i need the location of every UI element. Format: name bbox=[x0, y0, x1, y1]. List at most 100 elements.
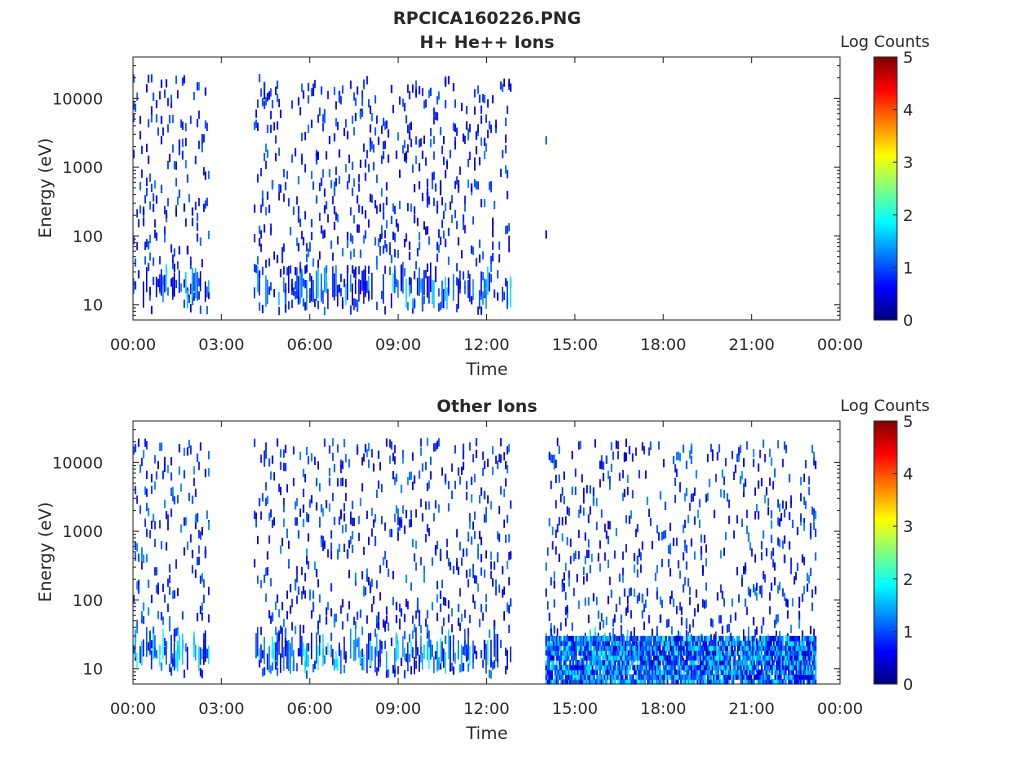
spectrogram-cell bbox=[659, 664, 661, 671]
spectrogram-cell bbox=[735, 635, 738, 642]
spectrogram-cell bbox=[403, 631, 406, 640]
spectrogram-cell bbox=[718, 444, 721, 453]
spectrogram-cell bbox=[789, 664, 792, 671]
spectrogram-cell bbox=[774, 468, 776, 477]
spectrogram-cell bbox=[641, 650, 643, 656]
spectrogram-cell bbox=[792, 655, 795, 661]
spectrogram-cell bbox=[629, 679, 631, 685]
spectrogram-cell bbox=[333, 206, 336, 215]
spectrogram-cell bbox=[569, 555, 572, 565]
spectrogram-cell bbox=[779, 664, 781, 671]
spectrogram-cell bbox=[624, 664, 627, 671]
spectrogram-cell bbox=[385, 244, 388, 253]
spectrogram-cell bbox=[198, 110, 200, 119]
spectrogram-cell bbox=[418, 617, 421, 627]
spectrogram-cell bbox=[770, 520, 773, 529]
spectrogram-cell bbox=[746, 606, 748, 616]
spectrogram-cell bbox=[704, 645, 706, 651]
spectrogram-cell bbox=[777, 585, 779, 594]
spectrogram-cell bbox=[614, 550, 616, 559]
spectrogram-cell bbox=[263, 152, 266, 162]
spectrogram-cell bbox=[669, 522, 672, 532]
spectrogram-cell bbox=[698, 655, 700, 661]
spectrogram-cell bbox=[570, 640, 573, 647]
spectrogram-cell bbox=[266, 149, 269, 158]
spectrogram-cell bbox=[353, 127, 355, 136]
spectrogram-cell bbox=[327, 214, 329, 223]
spectrogram-cell bbox=[201, 648, 203, 659]
spectrogram-cell bbox=[261, 198, 264, 207]
spectrogram-data bbox=[133, 437, 817, 685]
spectrogram-cell bbox=[556, 437, 559, 446]
spectrogram-cell bbox=[583, 576, 585, 585]
spectrogram-cell bbox=[741, 655, 744, 661]
spectrogram-cell bbox=[696, 664, 699, 671]
spectrogram-cell bbox=[620, 655, 622, 661]
panel-title: H+ He++ Ions bbox=[420, 33, 555, 53]
spectrogram-cell bbox=[681, 674, 684, 680]
spectrogram-cell bbox=[806, 660, 808, 666]
spectrogram-cell bbox=[778, 539, 781, 548]
spectrogram-cell bbox=[729, 669, 732, 675]
spectrogram-cell bbox=[612, 635, 615, 642]
spectrogram-cell bbox=[594, 679, 597, 685]
spectrogram-cell bbox=[785, 655, 787, 661]
spectrogram-cell bbox=[622, 492, 624, 501]
spectrogram-cell bbox=[780, 660, 783, 666]
spectrogram-cell bbox=[350, 207, 352, 216]
spectrogram-cell bbox=[407, 477, 409, 486]
spectrogram-cell bbox=[490, 255, 492, 265]
spectrogram-cell bbox=[343, 543, 346, 552]
spectrogram-cell bbox=[433, 171, 435, 180]
spectrogram-cell bbox=[630, 650, 633, 656]
spectrogram-cell bbox=[301, 268, 303, 298]
spectrogram-cell bbox=[199, 442, 202, 451]
spectrogram-cell bbox=[302, 468, 305, 478]
spectrogram-cell bbox=[635, 674, 637, 680]
spectrogram-cell bbox=[681, 650, 684, 656]
spectrogram-cell bbox=[335, 178, 337, 187]
spectrogram-cell bbox=[403, 525, 406, 534]
spectrogram-cell bbox=[666, 619, 668, 628]
spectrogram-cell bbox=[283, 169, 285, 178]
spectrogram-cell bbox=[762, 674, 765, 680]
spectrogram-cell bbox=[596, 635, 598, 642]
spectrogram-cell bbox=[798, 599, 801, 609]
spectrogram-cell bbox=[728, 669, 730, 675]
spectrogram-cell bbox=[747, 532, 750, 541]
spectrogram-cell bbox=[677, 660, 679, 666]
spectrogram-cell bbox=[596, 521, 598, 531]
spectrogram-cell bbox=[752, 635, 754, 642]
spectrogram-cell bbox=[794, 660, 796, 666]
spectrogram-cell bbox=[679, 482, 681, 491]
spectrogram-cell bbox=[395, 473, 398, 482]
spectrogram-cell bbox=[783, 660, 786, 666]
spectrogram-cell bbox=[597, 635, 600, 642]
spectrogram-cell bbox=[431, 602, 434, 611]
spectrogram-cell bbox=[806, 650, 808, 656]
spectrogram-cell bbox=[271, 455, 274, 464]
spectrogram-cell bbox=[395, 601, 398, 611]
spectrogram-cell bbox=[753, 655, 756, 661]
spectrogram-cell bbox=[546, 655, 549, 661]
spectrogram-cell bbox=[482, 467, 484, 477]
spectrogram-cell bbox=[674, 640, 676, 647]
spectrogram-cell bbox=[700, 546, 703, 555]
spectrogram-cell bbox=[162, 628, 164, 660]
spectrogram-cell bbox=[646, 496, 649, 505]
spectrogram-cell bbox=[703, 534, 706, 544]
spectrogram-cell bbox=[330, 551, 333, 560]
spectrogram-cell bbox=[333, 464, 336, 473]
spectrogram-cell bbox=[684, 674, 687, 680]
spectrogram-cell bbox=[630, 645, 633, 651]
spectrogram-cell bbox=[633, 588, 636, 597]
spectrogram-cell bbox=[665, 655, 667, 661]
spectrogram-cell bbox=[564, 660, 567, 666]
spectrogram-cell bbox=[642, 655, 645, 661]
spectrogram-cell bbox=[469, 442, 471, 451]
spectrogram-cell bbox=[312, 664, 315, 673]
spectrogram-cell bbox=[183, 547, 186, 556]
spectrogram-cell bbox=[751, 548, 753, 557]
spectrogram-cell bbox=[425, 157, 427, 166]
spectrogram-cell bbox=[146, 187, 148, 197]
